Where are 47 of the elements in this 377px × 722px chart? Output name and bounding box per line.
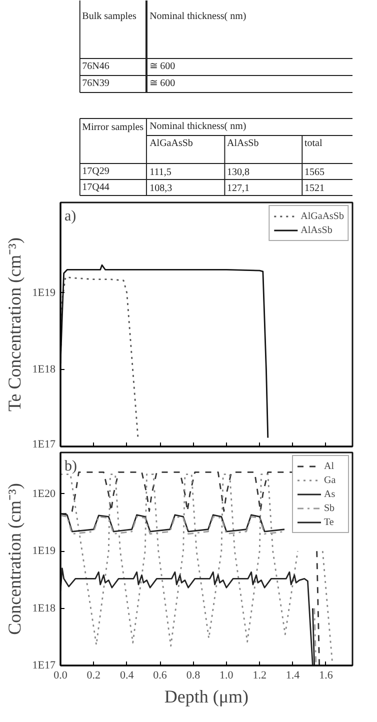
y-axis-title: Te Concentration (cm⁻³) bbox=[4, 237, 24, 412]
legend-label: Ga bbox=[324, 474, 337, 486]
y-axis-title: Concentration (cm⁻³) bbox=[4, 483, 24, 635]
x-tick-label: 0.4 bbox=[120, 670, 134, 682]
x-tick-label: 1.4 bbox=[286, 670, 300, 682]
y-tick-label: 1E17 bbox=[32, 660, 56, 672]
x-tick-label: 0.8 bbox=[186, 670, 201, 682]
x-tick-label: 1.0 bbox=[220, 670, 234, 682]
x-tick-label: 0.6 bbox=[153, 670, 168, 682]
text: Bulk samples bbox=[82, 11, 136, 22]
y-tick-label: 1E19 bbox=[32, 286, 56, 299]
text: 17Q29 bbox=[82, 166, 110, 177]
legend-label: Al bbox=[324, 460, 335, 472]
text: Nominal thickness( nm) bbox=[150, 11, 246, 22]
annotation: b) bbox=[64, 458, 77, 474]
annotation: a) bbox=[64, 208, 76, 224]
legend-label: Sb bbox=[324, 502, 336, 514]
text: 108,3 bbox=[150, 183, 172, 194]
text: ≅ 600 bbox=[150, 78, 176, 89]
y-tick-label: 1E20 bbox=[32, 488, 56, 500]
text: 111,5 bbox=[150, 167, 172, 178]
text: 76N46 bbox=[82, 61, 110, 72]
x-tick-label: 0.2 bbox=[86, 670, 101, 682]
y-tick-label: 1E18 bbox=[32, 602, 56, 614]
text: ≅ 600 bbox=[150, 61, 176, 72]
text: 130,8 bbox=[227, 167, 250, 178]
legend-label: As bbox=[324, 488, 336, 500]
x-axis-title: Depth (μm) bbox=[164, 686, 249, 706]
x-tick-label: 1.6 bbox=[319, 670, 334, 682]
text: Nominal thickness( nm) bbox=[150, 121, 246, 132]
text: AlAsSb bbox=[227, 138, 259, 149]
text: total bbox=[304, 138, 322, 149]
legend-label: AlAsSb bbox=[300, 224, 332, 236]
text: AlGaAsSb bbox=[150, 138, 193, 149]
text: Mirror samples bbox=[82, 122, 144, 133]
x-tick-label: 1.2 bbox=[252, 670, 266, 682]
legend-label: Te bbox=[324, 516, 335, 528]
x-tick-label: 0.0 bbox=[54, 670, 68, 682]
text: 127,1 bbox=[227, 183, 250, 194]
text: 1521 bbox=[304, 183, 324, 194]
text: 1565 bbox=[304, 167, 324, 178]
text: 17Q44 bbox=[82, 182, 110, 193]
y-tick-label: 1E17 bbox=[32, 438, 56, 450]
y-tick-label: 1E18 bbox=[32, 364, 56, 376]
y-tick-label: 1E19 bbox=[32, 545, 56, 558]
legend-label: AlGaAsSb bbox=[300, 210, 344, 222]
text: 76N39 bbox=[82, 78, 110, 89]
